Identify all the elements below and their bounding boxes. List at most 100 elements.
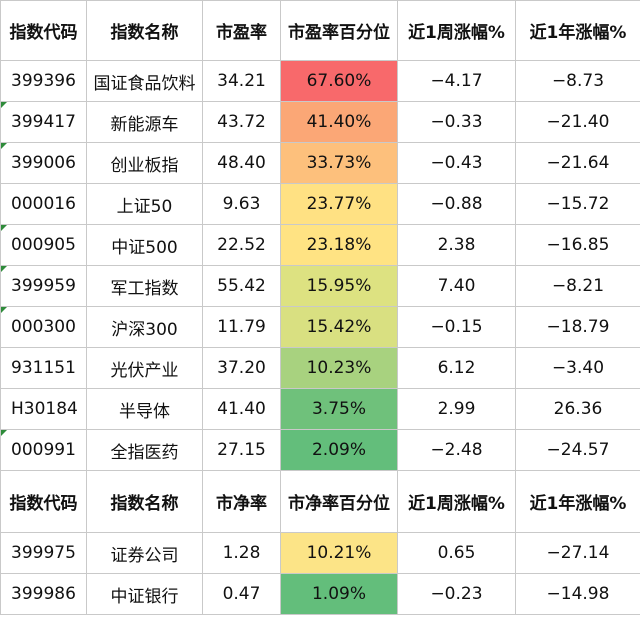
header-percentile: 市盈率百分位 bbox=[280, 0, 398, 61]
cell-year-change: −15.72 bbox=[515, 183, 640, 225]
table-row: 399396 国证食品饮料 34.21 67.60% −4.17 −8.73 bbox=[0, 60, 640, 102]
table-row: 399975 证券公司 1.28 10.21% 0.65 −27.14 bbox=[0, 532, 640, 574]
cell-ratio: 43.72 bbox=[202, 101, 281, 143]
cell-percentile: 33.73% bbox=[280, 142, 398, 184]
cell-index-code: 000016 bbox=[0, 183, 87, 225]
table-row: 000016 上证50 9.63 23.77% −0.88 −15.72 bbox=[0, 183, 640, 225]
cell-ratio: 27.15 bbox=[202, 429, 281, 471]
header-index-name: 指数名称 bbox=[86, 470, 203, 533]
cell-year-change: −8.21 bbox=[515, 265, 640, 307]
header-week-change: 近1周涨幅% bbox=[397, 0, 516, 61]
cell-year-change: −16.85 bbox=[515, 224, 640, 266]
table2-header-row: 指数代码 指数名称 市净率 市净率百分位 近1周涨幅% 近1年涨幅% bbox=[0, 470, 640, 533]
cell-percentile: 67.60% bbox=[280, 60, 398, 102]
header-ratio: 市净率 bbox=[202, 470, 281, 533]
cell-indicator-icon bbox=[1, 102, 7, 108]
cell-ratio: 48.40 bbox=[202, 142, 281, 184]
header-index-code: 指数代码 bbox=[0, 470, 87, 533]
index-code-text: H30184 bbox=[11, 399, 78, 419]
cell-week-change: −4.17 bbox=[397, 60, 516, 102]
cell-percentile: 15.42% bbox=[280, 306, 398, 348]
table-row: 399417 新能源车 43.72 41.40% −0.33 −21.40 bbox=[0, 101, 640, 143]
cell-index-name: 军工指数 bbox=[86, 265, 203, 307]
index-code-text: 000991 bbox=[11, 440, 76, 460]
cell-index-code: 000991 bbox=[0, 429, 87, 471]
table1-header-row: 指数代码 指数名称 市盈率 市盈率百分位 近1周涨幅% 近1年涨幅% bbox=[0, 0, 640, 61]
cell-index-code: 399959 bbox=[0, 265, 87, 307]
cell-index-code: 399006 bbox=[0, 142, 87, 184]
cell-week-change: −0.23 bbox=[397, 573, 516, 615]
header-percentile: 市净率百分位 bbox=[280, 470, 398, 533]
cell-ratio: 37.20 bbox=[202, 347, 281, 389]
header-ratio: 市盈率 bbox=[202, 0, 281, 61]
cell-index-name: 半导体 bbox=[86, 388, 203, 430]
cell-week-change: −0.33 bbox=[397, 101, 516, 143]
table-row: 000905 中证500 22.52 23.18% 2.38 −16.85 bbox=[0, 224, 640, 266]
cell-index-name: 新能源车 bbox=[86, 101, 203, 143]
cell-index-code: 399986 bbox=[0, 573, 87, 615]
cell-week-change: 0.65 bbox=[397, 532, 516, 574]
cell-percentile: 15.95% bbox=[280, 265, 398, 307]
cell-ratio: 9.63 bbox=[202, 183, 281, 225]
cell-index-name: 光伏产业 bbox=[86, 347, 203, 389]
index-code-text: 399986 bbox=[11, 584, 76, 604]
cell-year-change: 26.36 bbox=[515, 388, 640, 430]
cell-indicator-icon bbox=[1, 143, 7, 149]
cell-index-code: 399975 bbox=[0, 532, 87, 574]
cell-ratio: 0.47 bbox=[202, 573, 281, 615]
cell-percentile: 41.40% bbox=[280, 101, 398, 143]
cell-year-change: −21.64 bbox=[515, 142, 640, 184]
cell-ratio: 34.21 bbox=[202, 60, 281, 102]
cell-year-change: −8.73 bbox=[515, 60, 640, 102]
index-valuation-table: 指数代码 指数名称 市盈率 市盈率百分位 近1周涨幅% 近1年涨幅% 399396 国证食品饮… bbox=[0, 0, 640, 615]
index-code-text: 000905 bbox=[11, 235, 76, 255]
index-code-text: 399006 bbox=[11, 153, 76, 173]
cell-index-code: 000300 bbox=[0, 306, 87, 348]
cell-percentile: 3.75% bbox=[280, 388, 398, 430]
header-index-name: 指数名称 bbox=[86, 0, 203, 61]
cell-percentile: 23.77% bbox=[280, 183, 398, 225]
cell-index-name: 沪深300 bbox=[86, 306, 203, 348]
cell-week-change: 7.40 bbox=[397, 265, 516, 307]
cell-year-change: −21.40 bbox=[515, 101, 640, 143]
cell-year-change: −18.79 bbox=[515, 306, 640, 348]
cell-index-code: 399396 bbox=[0, 60, 87, 102]
cell-week-change: −0.88 bbox=[397, 183, 516, 225]
index-code-text: 399396 bbox=[11, 71, 76, 91]
cell-week-change: −0.15 bbox=[397, 306, 516, 348]
header-year-change: 近1年涨幅% bbox=[515, 0, 640, 61]
cell-indicator-icon bbox=[1, 225, 7, 231]
cell-week-change: −0.43 bbox=[397, 142, 516, 184]
cell-index-name: 上证50 bbox=[86, 183, 203, 225]
cell-ratio: 41.40 bbox=[202, 388, 281, 430]
cell-year-change: −14.98 bbox=[515, 573, 640, 615]
cell-week-change: 2.38 bbox=[397, 224, 516, 266]
index-code-text: 931151 bbox=[11, 358, 76, 378]
header-index-code: 指数代码 bbox=[0, 0, 87, 61]
cell-index-code: 399417 bbox=[0, 101, 87, 143]
cell-indicator-icon bbox=[1, 307, 7, 313]
table-row: 000300 沪深300 11.79 15.42% −0.15 −18.79 bbox=[0, 306, 640, 348]
cell-index-name: 国证食品饮料 bbox=[86, 60, 203, 102]
cell-ratio: 1.28 bbox=[202, 532, 281, 574]
header-week-change: 近1周涨幅% bbox=[397, 470, 516, 533]
cell-index-name: 创业板指 bbox=[86, 142, 203, 184]
index-code-text: 399975 bbox=[11, 543, 76, 563]
cell-percentile: 10.23% bbox=[280, 347, 398, 389]
cell-ratio: 11.79 bbox=[202, 306, 281, 348]
cell-ratio: 55.42 bbox=[202, 265, 281, 307]
index-code-text: 000300 bbox=[11, 317, 76, 337]
cell-year-change: −3.40 bbox=[515, 347, 640, 389]
cell-index-code: H30184 bbox=[0, 388, 87, 430]
index-code-text: 399959 bbox=[11, 276, 76, 296]
cell-indicator-icon bbox=[1, 430, 7, 436]
cell-index-name: 全指医药 bbox=[86, 429, 203, 471]
cell-index-code: 000905 bbox=[0, 224, 87, 266]
cell-percentile: 1.09% bbox=[280, 573, 398, 615]
header-year-change: 近1年涨幅% bbox=[515, 470, 640, 533]
cell-percentile: 23.18% bbox=[280, 224, 398, 266]
cell-year-change: −24.57 bbox=[515, 429, 640, 471]
table-row: 399986 中证银行 0.47 1.09% −0.23 −14.98 bbox=[0, 573, 640, 615]
cell-indicator-icon bbox=[1, 266, 7, 272]
cell-year-change: −27.14 bbox=[515, 532, 640, 574]
